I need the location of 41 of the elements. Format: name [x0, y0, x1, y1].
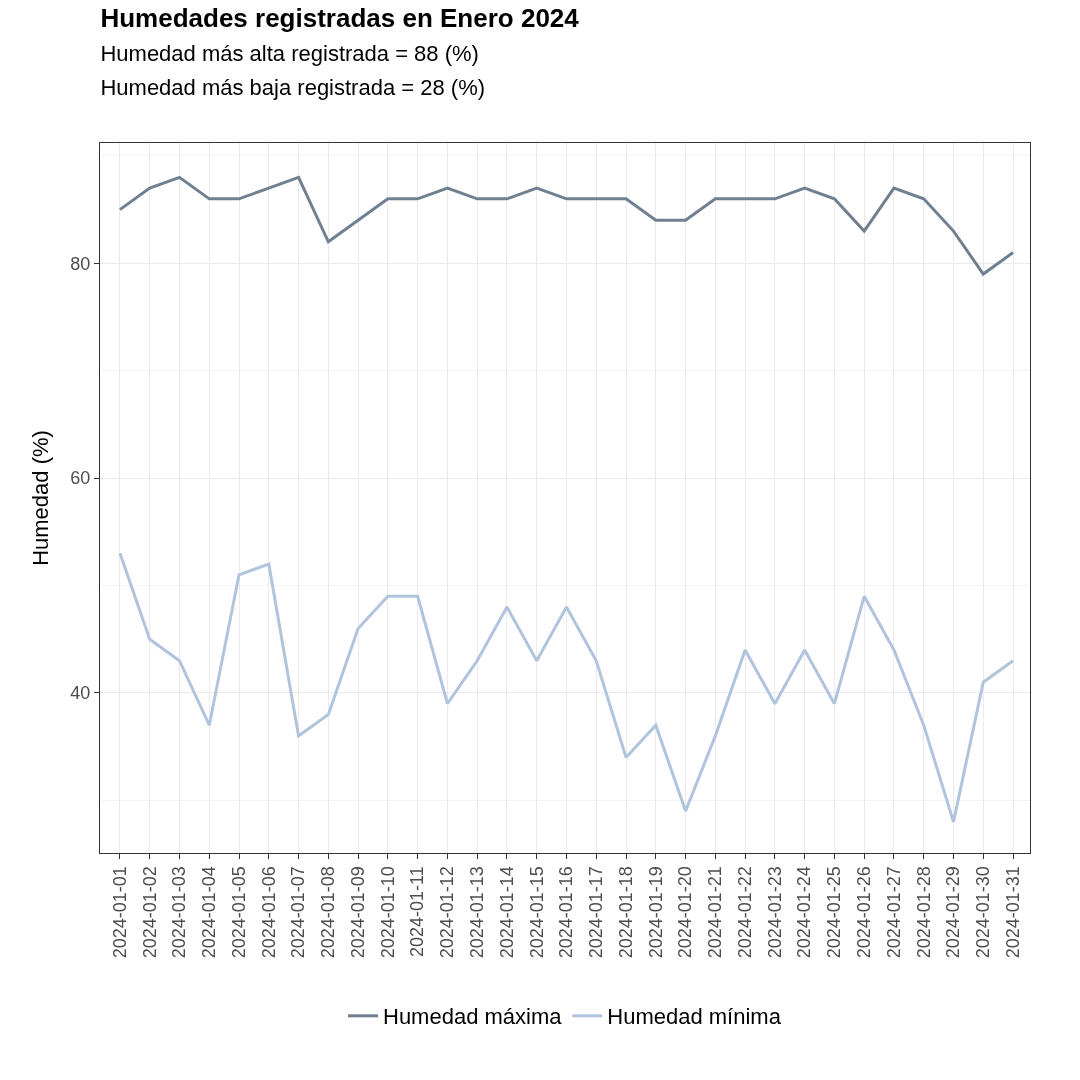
x-tick-label: 2024-01-28: [913, 866, 934, 959]
x-tick-label: 2024-01-01: [109, 866, 130, 959]
y-tick-label: 40: [70, 683, 91, 704]
legend-label: Humedad mínima: [607, 1004, 782, 1030]
x-tick-label: 2024-01-09: [347, 866, 368, 959]
line-series: [118, 175, 1015, 276]
x-tick-label: 2024-01-03: [169, 866, 190, 959]
x-tick-label: 2024-01-04: [199, 866, 220, 959]
x-tick-label: 2024-01-21: [705, 866, 726, 959]
x-tick-label: 2024-01-15: [526, 866, 547, 959]
x-tick-label: 2024-01-11: [407, 866, 428, 957]
y-tick-label: 80: [70, 253, 91, 274]
x-tick-label: 2024-01-29: [943, 866, 964, 959]
x-tick-label: 2024-01-24: [794, 866, 815, 959]
x-tick-label: 2024-01-20: [675, 866, 696, 959]
y-axis-title: Humedad (%): [28, 430, 54, 566]
x-tick-label: 2024-01-17: [586, 866, 607, 959]
x-tick-label: 2024-01-23: [764, 866, 785, 959]
chart-title: Humedades registradas en Enero 2024: [100, 3, 580, 33]
y-tick-label: 60: [70, 468, 91, 489]
x-tick-label: 2024-01-10: [377, 866, 398, 959]
line-series: [118, 551, 1015, 824]
x-tick-label: 2024-01-22: [734, 866, 755, 959]
x-tick-label: 2024-01-13: [467, 866, 488, 959]
x-tick-label: 2024-01-25: [824, 866, 845, 959]
x-tick-label: 2024-01-06: [258, 866, 279, 959]
x-tick-label: 2024-01-14: [496, 866, 517, 959]
x-tick-label: 2024-01-19: [645, 866, 666, 959]
x-tick-label: 2024-01-05: [228, 866, 249, 959]
x-tick-label: 2024-01-31: [1002, 866, 1023, 959]
x-tick-label: 2024-01-08: [318, 866, 339, 959]
x-tick-label: 2024-01-27: [883, 866, 904, 959]
x-tick-label: 2024-01-18: [615, 866, 636, 959]
chart-subtitle: Humedad más alta registrada = 88 (%) Humedad más baja registrada = 28 (%): [100, 40, 486, 100]
x-tick-label: 2024-01-02: [139, 866, 160, 959]
x-tick-label: 2024-01-16: [556, 866, 577, 959]
x-tick-label: 2024-01-12: [437, 866, 458, 959]
x-tick-label: 2024-01-07: [288, 866, 309, 959]
legend-label: Humedad máxima: [383, 1004, 563, 1030]
x-tick-label: 2024-01-26: [854, 866, 875, 959]
x-tick-label: 2024-01-30: [973, 866, 994, 959]
